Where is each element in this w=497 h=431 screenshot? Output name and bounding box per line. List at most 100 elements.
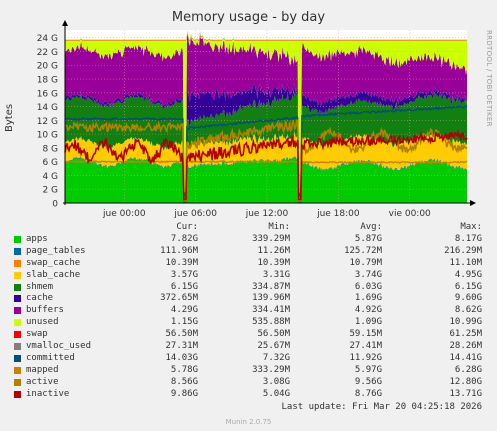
legend-avg: 8.76G [354, 388, 382, 399]
legend-row-apps: apps 7.82G 339.29M 5.87G 8.17G [10, 234, 490, 246]
legend-cur: 8.56G [170, 376, 198, 387]
legend-max: 9.60G [454, 293, 482, 304]
munin-version: Munin 2.0.75 [225, 418, 272, 426]
legend-min: 3.08G [262, 376, 290, 387]
line-mapped [64, 159, 467, 202]
legend-min: 10.39M [257, 257, 290, 268]
y-tick-label: 22 G [37, 48, 58, 58]
legend-min: 535.88M [252, 317, 290, 328]
legend-name: apps [26, 234, 48, 244]
legend-min: 334.41M [252, 305, 290, 316]
legend-max: 10.99G [449, 317, 482, 328]
legend-max: 8.17G [454, 234, 482, 244]
legend-name: buffers [26, 305, 64, 316]
x-tick-label: jue 12:00 [245, 209, 289, 219]
chart-title: Memory usage - by day [171, 10, 326, 25]
legend-swatch [14, 343, 21, 351]
legend-name: cache [26, 293, 54, 304]
legend-avg: 11.92G [349, 352, 382, 363]
last-update: Last update: Fri Mar 20 04:25:18 2026 [281, 402, 482, 412]
legend-min: 25.67M [257, 341, 290, 352]
legend-min: 3.31G [262, 269, 290, 280]
legend-cur: 14.03G [165, 352, 198, 363]
legend-cur: 3.57G [170, 269, 198, 280]
legend-row-shmem: shmem 6.15G 334.87M 6.03G 6.15G [10, 282, 490, 294]
legend-row-page_tables: page_tables 111.96M 11.26M 125.72M 216.29M [10, 246, 490, 258]
legend-swatch [14, 354, 21, 362]
legend-name: swap_cache [26, 257, 81, 268]
legend-swatch [14, 283, 21, 291]
legend-max: 6.15G [454, 281, 482, 292]
legend-rows: apps 7.82G 339.29M 5.87G 8.17G page_tables 111… [10, 234, 490, 400]
legend-max: 6.28G [454, 364, 482, 375]
legend-avg: 59.15M [349, 329, 382, 340]
legend-name: slab_cache [26, 269, 81, 280]
y-tick-label: 20 G [37, 62, 58, 72]
col-min: Min: [268, 222, 290, 232]
x-tick-label: jue 18:00 [316, 209, 360, 219]
legend-max: 4.95G [454, 269, 482, 280]
legend-swatch [14, 331, 21, 339]
area-buffers [65, 33, 467, 195]
legend-avg: 5.97G [354, 364, 382, 375]
legend-row-cache: cache 372.65M 139.96M 1.69G 9.60G [10, 293, 490, 305]
y-tick-label: 14 G [37, 103, 58, 113]
y-tick-label: 24 G [37, 34, 58, 44]
area-unused [65, 31, 467, 193]
legend-avg: 1.69G [354, 293, 382, 304]
area-apps [65, 157, 467, 203]
legend-cur: 10.39M [165, 257, 198, 268]
y-tick-label: 2 G [42, 186, 58, 196]
legend-name: vmalloc_used [26, 341, 92, 352]
x-tick-label: jue 06:00 [173, 209, 217, 219]
legend-cur: 5.78G [170, 364, 198, 375]
legend-name: inactive [26, 388, 70, 399]
x-tick-label: jue 00:00 [102, 209, 146, 219]
legend-cur: 56.50M [165, 329, 198, 340]
legend-swatch [14, 271, 21, 279]
legend-name: active [26, 376, 59, 387]
legend-name: swap [26, 329, 48, 340]
legend-avg: 27.41M [349, 341, 382, 352]
legend-min: 56.50M [257, 329, 290, 340]
legend-cur: 1.15G [170, 317, 198, 328]
legend-min: 334.87M [252, 281, 290, 292]
legend: Cur: Min: Avg: Max: apps 7.82G 339.29M 5.87… [10, 222, 490, 400]
legend-cur: 111.96M [160, 245, 198, 256]
legend-name: shmem [26, 281, 54, 292]
legend-row-committed: committed 14.03G 7.32G 11.92G 14.41G [10, 353, 490, 365]
y-tick-label: 12 G [37, 117, 58, 127]
y-axis-ticks: 0 2 G 4 G 6 G 8 G 10 G 12 G 14 G 16 G 18 G 20 G 22 … [37, 34, 59, 209]
legend-swatch [14, 307, 21, 315]
legend-cur: 9.86G [170, 388, 198, 399]
legend-row-unused: unused 1.15G 535.88M 1.09G 10.99G [10, 317, 490, 329]
legend-min: 139.96M [252, 293, 290, 304]
legend-max: 216.29M [444, 245, 482, 256]
legend-max: 8.62G [454, 305, 482, 316]
rrdtool-watermark: RRDTOOL / TOBI OETIKER [485, 30, 493, 127]
legend-name: page_tables [26, 245, 86, 256]
legend-swatch [14, 390, 21, 398]
legend-avg: 4.92G [354, 305, 382, 316]
y-tick-label: 8 G [42, 144, 58, 154]
legend-row-swap_cache: swap_cache 10.39M 10.39M 10.79M 11.10M [10, 258, 490, 270]
legend-row-active: active 8.56G 3.08G 9.56G 12.80G [10, 377, 490, 389]
y-tick-label: 18 G [37, 76, 58, 86]
x-tick-label: vie 00:00 [389, 209, 431, 219]
legend-min: 5.04G [262, 388, 290, 399]
area-layers [65, 30, 467, 203]
line-active [64, 119, 468, 199]
legend-avg: 6.03G [354, 281, 382, 292]
legend-avg: 9.56G [354, 376, 382, 387]
legend-row-buffers: buffers 4.29G 334.41M 4.92G 8.62G [10, 305, 490, 317]
y-tick-label: 0 [52, 200, 58, 210]
col-max: Max: [460, 222, 482, 232]
y-tick-label: 16 G [37, 89, 58, 99]
legend-row-swap: swap 56.50M 56.50M 59.15M 61.25M [10, 329, 490, 341]
legend-name: unused [26, 317, 59, 328]
legend-swatch [14, 259, 21, 267]
legend-row-inactive: inactive 9.86G 5.04G 8.76G 13.71G [10, 389, 490, 401]
line-committed [64, 105, 468, 203]
legend-min: 339.29M [252, 234, 290, 244]
legend-max: 11.10M [449, 257, 482, 268]
